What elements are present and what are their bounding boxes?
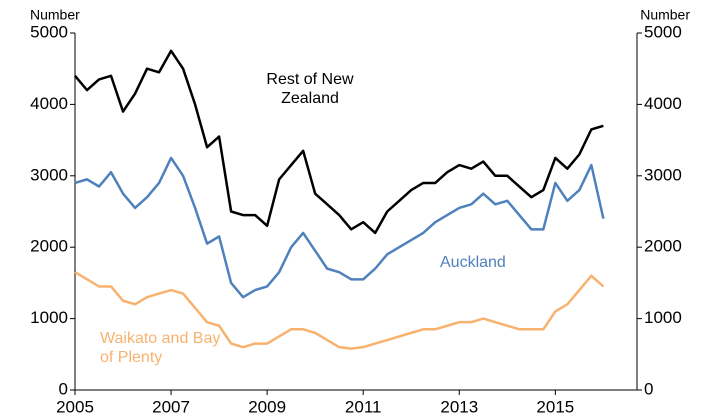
series-label: Rest of New Zealand [266,71,354,107]
x-tick-label: 2013 [440,397,478,416]
x-tick-label: 2015 [536,397,574,416]
x-tick-label: 2011 [345,397,382,416]
y2-tick-label: 2000 [644,237,682,256]
y-tick-label: 1000 [30,308,68,327]
y2-tick-label: 1000 [644,308,682,327]
y-axis-label: Number [30,7,80,23]
series-line [74,271,605,350]
y2-tick-label: 0 [644,379,653,398]
y-tick-label: 3000 [30,165,68,184]
series-line [74,49,604,235]
y2-tick-label: 5000 [644,22,682,41]
x-tick-label: 2007 [152,397,190,416]
series-label: Waikato and Bay of Plenty [100,330,221,366]
y-tick-label: 2000 [30,237,68,256]
y-tick-label: 4000 [30,94,68,113]
y-tick-label: 5000 [30,22,68,41]
y2-tick-label: 4000 [644,94,682,113]
x-tick-label: 2009 [248,397,286,416]
series-line [74,156,605,299]
y-tick-label: 0 [59,379,68,398]
y2-axis-label: Number [640,7,690,23]
y2-tick-label: 3000 [644,165,682,184]
x-tick-label: 2005 [56,397,94,416]
series-label: Auckland [440,254,506,271]
